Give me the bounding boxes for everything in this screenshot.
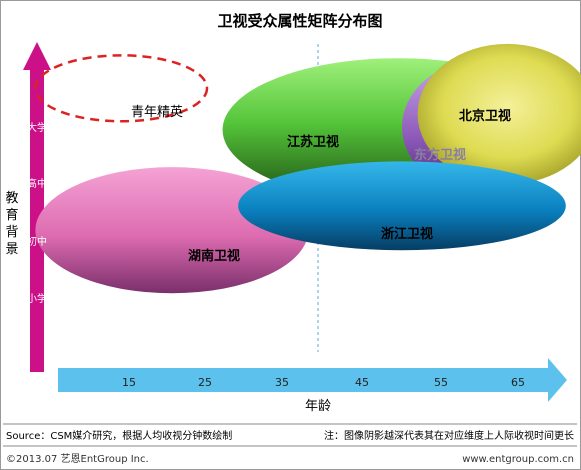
x-tick-label: 45 [355, 376, 369, 389]
label-dongfang: 东方卫视 [414, 147, 466, 163]
bubble-beijing [417, 43, 581, 185]
y-axis-title: 教育背景 [5, 190, 18, 257]
bubble-qingnian-outline [34, 54, 209, 123]
x-tick-label: 25 [198, 376, 212, 389]
label-beijing: 北京卫视 [459, 108, 511, 124]
x-tick-label: 65 [511, 376, 525, 389]
label-jiangsu: 江苏卫视 [287, 134, 339, 150]
source-note: Source：CSM媒介研究，根据人均收视分钟数绘制 [6, 429, 232, 442]
label-qingnian: 青年精英 [131, 105, 183, 120]
y-tick-label: 高中 [27, 177, 47, 190]
label-zhejiang: 浙江卫视 [381, 226, 433, 242]
y-tick-label: 初中 [27, 235, 47, 248]
y-axis-title-char: 景 [5, 242, 18, 257]
y-tick-label: 大学 [27, 121, 47, 134]
bubble-hunan [35, 167, 309, 294]
y-axis-arrow [23, 42, 51, 372]
chart-title: 卫视受众属性矩阵分布图 [217, 12, 382, 30]
copyright: ©2013.07 艺恩EntGroup Inc. [6, 453, 149, 465]
y-axis-title-char: 背 [5, 225, 18, 240]
x-tick-label: 35 [275, 376, 289, 389]
label-hunan: 湖南卫视 [188, 248, 240, 264]
x-tick-label: 55 [434, 376, 448, 389]
website-link[interactable]: www.entgroup.com.cn [462, 454, 574, 465]
y-axis-title-char: 教 [5, 190, 18, 206]
x-axis-title: 年龄 [305, 399, 331, 414]
y-tick-label: 小学 [27, 292, 47, 305]
y-axis-title-char: 育 [5, 207, 18, 223]
shading-note: 注：图像阴影越深代表其在对应维度上人际收视时间更长 [324, 429, 574, 442]
x-tick-label: 15 [122, 376, 136, 389]
x-axis-arrow [58, 358, 567, 402]
bubble-zhejiang [238, 161, 566, 251]
